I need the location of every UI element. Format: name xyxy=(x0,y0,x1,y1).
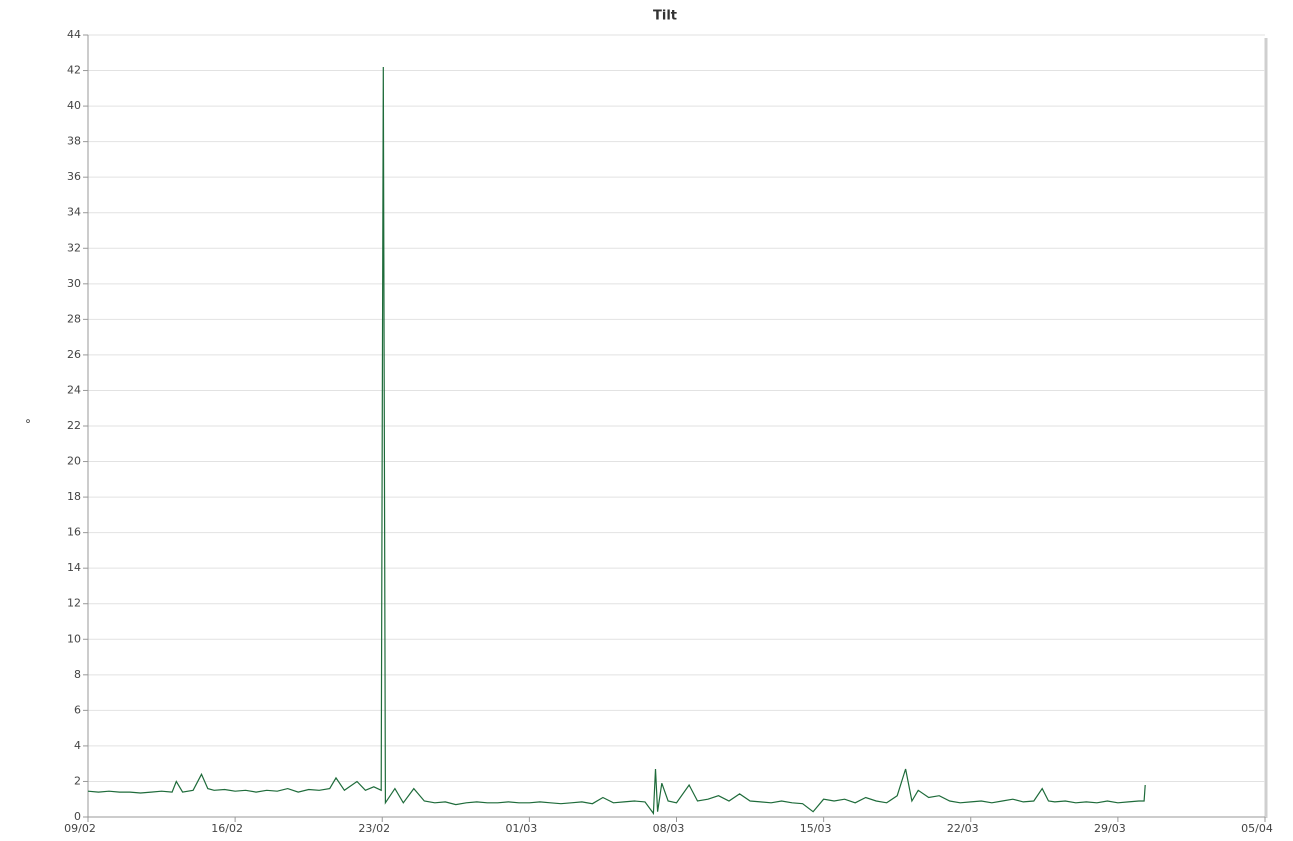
y-axis-label: ° xyxy=(25,418,31,432)
data-line xyxy=(87,66,1146,816)
y-tick-label: 20 xyxy=(67,455,81,468)
y-tick-label: 38 xyxy=(67,135,81,148)
x-tick-label: 09/02 xyxy=(64,822,96,835)
y-tick-label: 44 xyxy=(67,28,81,41)
y-tick-label: 0 xyxy=(74,810,81,823)
y-tick-label: 16 xyxy=(67,526,81,539)
y-tick-label: 26 xyxy=(67,348,81,361)
y-tick-label: 34 xyxy=(67,206,81,219)
x-tick-label: 22/03 xyxy=(947,822,979,835)
y-tick-label: 2 xyxy=(74,774,81,787)
chart-title: Tilt xyxy=(653,9,677,24)
x-tick-label: 16/02 xyxy=(211,822,243,835)
y-tick-label: 42 xyxy=(67,64,81,77)
x-tick-label: 05/04 xyxy=(1241,822,1273,835)
y-tick-label: 22 xyxy=(67,419,81,432)
x-tick-label: 23/02 xyxy=(358,822,390,835)
y-tick-label: 32 xyxy=(67,241,81,254)
y-tick-label: 6 xyxy=(74,703,81,716)
y-tick-label: 40 xyxy=(67,99,81,112)
y-tick-label: 14 xyxy=(67,561,81,574)
y-tick-label: 28 xyxy=(67,312,81,325)
y-tick-label: 8 xyxy=(74,668,81,681)
y-tick-label: 4 xyxy=(74,739,81,752)
x-tick-label: 08/03 xyxy=(653,822,685,835)
y-tick-label: 30 xyxy=(67,277,81,290)
y-tick-label: 24 xyxy=(67,383,81,396)
y-tick-label: 36 xyxy=(67,170,81,183)
x-tick-label: 15/03 xyxy=(800,822,832,835)
y-tick-label: 12 xyxy=(67,597,81,610)
x-tick-label: 01/03 xyxy=(506,822,538,835)
x-tick-label: 29/03 xyxy=(1094,822,1126,835)
y-tick-label: 18 xyxy=(67,490,81,503)
y-tick-label: 10 xyxy=(67,632,81,645)
